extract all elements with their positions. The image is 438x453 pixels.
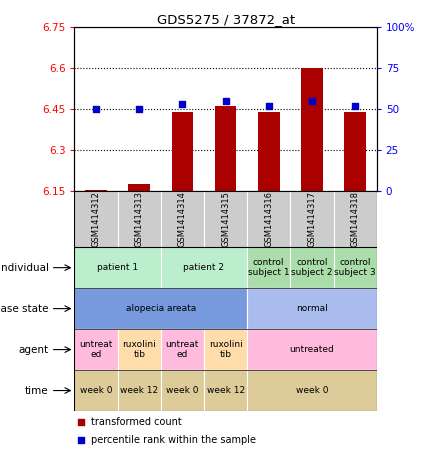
Point [265, 102, 272, 110]
Bar [247, 370, 377, 411]
Text: percentile rank within the sample: percentile rank within the sample [91, 435, 256, 445]
Bar [290, 247, 333, 288]
Text: control
subject 3: control subject 3 [334, 258, 376, 277]
Text: GSM1414314: GSM1414314 [178, 191, 187, 247]
Bar [258, 112, 279, 191]
Bar [247, 329, 377, 370]
Bar [290, 191, 333, 247]
Text: disease state: disease state [0, 304, 49, 313]
Bar [118, 191, 161, 247]
Bar [172, 112, 193, 191]
Bar [301, 68, 323, 191]
Point [77, 437, 84, 444]
Text: control
subject 2: control subject 2 [291, 258, 333, 277]
Title: GDS5275 / 37872_at: GDS5275 / 37872_at [156, 13, 295, 26]
Text: untreat
ed: untreat ed [79, 340, 113, 359]
Text: ruxolini
tib: ruxolini tib [122, 340, 156, 359]
Bar [247, 191, 290, 247]
Bar [247, 247, 290, 288]
Bar [161, 329, 204, 370]
Text: individual: individual [0, 263, 49, 273]
Text: normal: normal [296, 304, 328, 313]
Text: patient 2: patient 2 [184, 263, 225, 272]
Bar [74, 370, 118, 411]
Bar [74, 247, 161, 288]
Text: GSM1414316: GSM1414316 [264, 191, 273, 247]
Point [92, 106, 99, 113]
Bar [74, 329, 118, 370]
Bar [204, 370, 247, 411]
Bar [215, 106, 237, 191]
Text: week 0: week 0 [296, 386, 328, 395]
Point [77, 418, 84, 425]
Bar [118, 329, 161, 370]
Text: untreated: untreated [290, 345, 334, 354]
Text: ruxolini
tib: ruxolini tib [208, 340, 243, 359]
Bar [128, 184, 150, 191]
Text: GSM1414317: GSM1414317 [307, 191, 316, 247]
Bar [85, 190, 107, 191]
Point [352, 102, 359, 110]
Bar [161, 191, 204, 247]
Text: GSM1414318: GSM1414318 [350, 191, 360, 247]
Text: control
subject 1: control subject 1 [248, 258, 290, 277]
Text: GSM1414315: GSM1414315 [221, 191, 230, 247]
Text: agent: agent [18, 345, 49, 355]
Point [308, 97, 315, 105]
Bar [161, 247, 247, 288]
Bar [204, 329, 247, 370]
Bar [161, 370, 204, 411]
Point [179, 101, 186, 108]
Point [222, 97, 229, 105]
Text: transformed count: transformed count [91, 416, 182, 427]
Bar [344, 112, 366, 191]
Text: untreat
ed: untreat ed [166, 340, 199, 359]
Bar [333, 191, 377, 247]
Bar [74, 288, 247, 329]
Text: time: time [25, 386, 49, 395]
Text: week 0: week 0 [166, 386, 199, 395]
Text: week 12: week 12 [206, 386, 245, 395]
Bar [204, 191, 247, 247]
Text: GSM1414312: GSM1414312 [92, 191, 101, 247]
Text: patient 1: patient 1 [97, 263, 138, 272]
Text: GSM1414313: GSM1414313 [135, 191, 144, 247]
Point [136, 106, 143, 113]
Text: alopecia areata: alopecia areata [126, 304, 196, 313]
Bar [74, 191, 118, 247]
Bar [333, 247, 377, 288]
Bar [247, 288, 377, 329]
Text: week 12: week 12 [120, 386, 158, 395]
Text: week 0: week 0 [80, 386, 112, 395]
Bar [118, 370, 161, 411]
